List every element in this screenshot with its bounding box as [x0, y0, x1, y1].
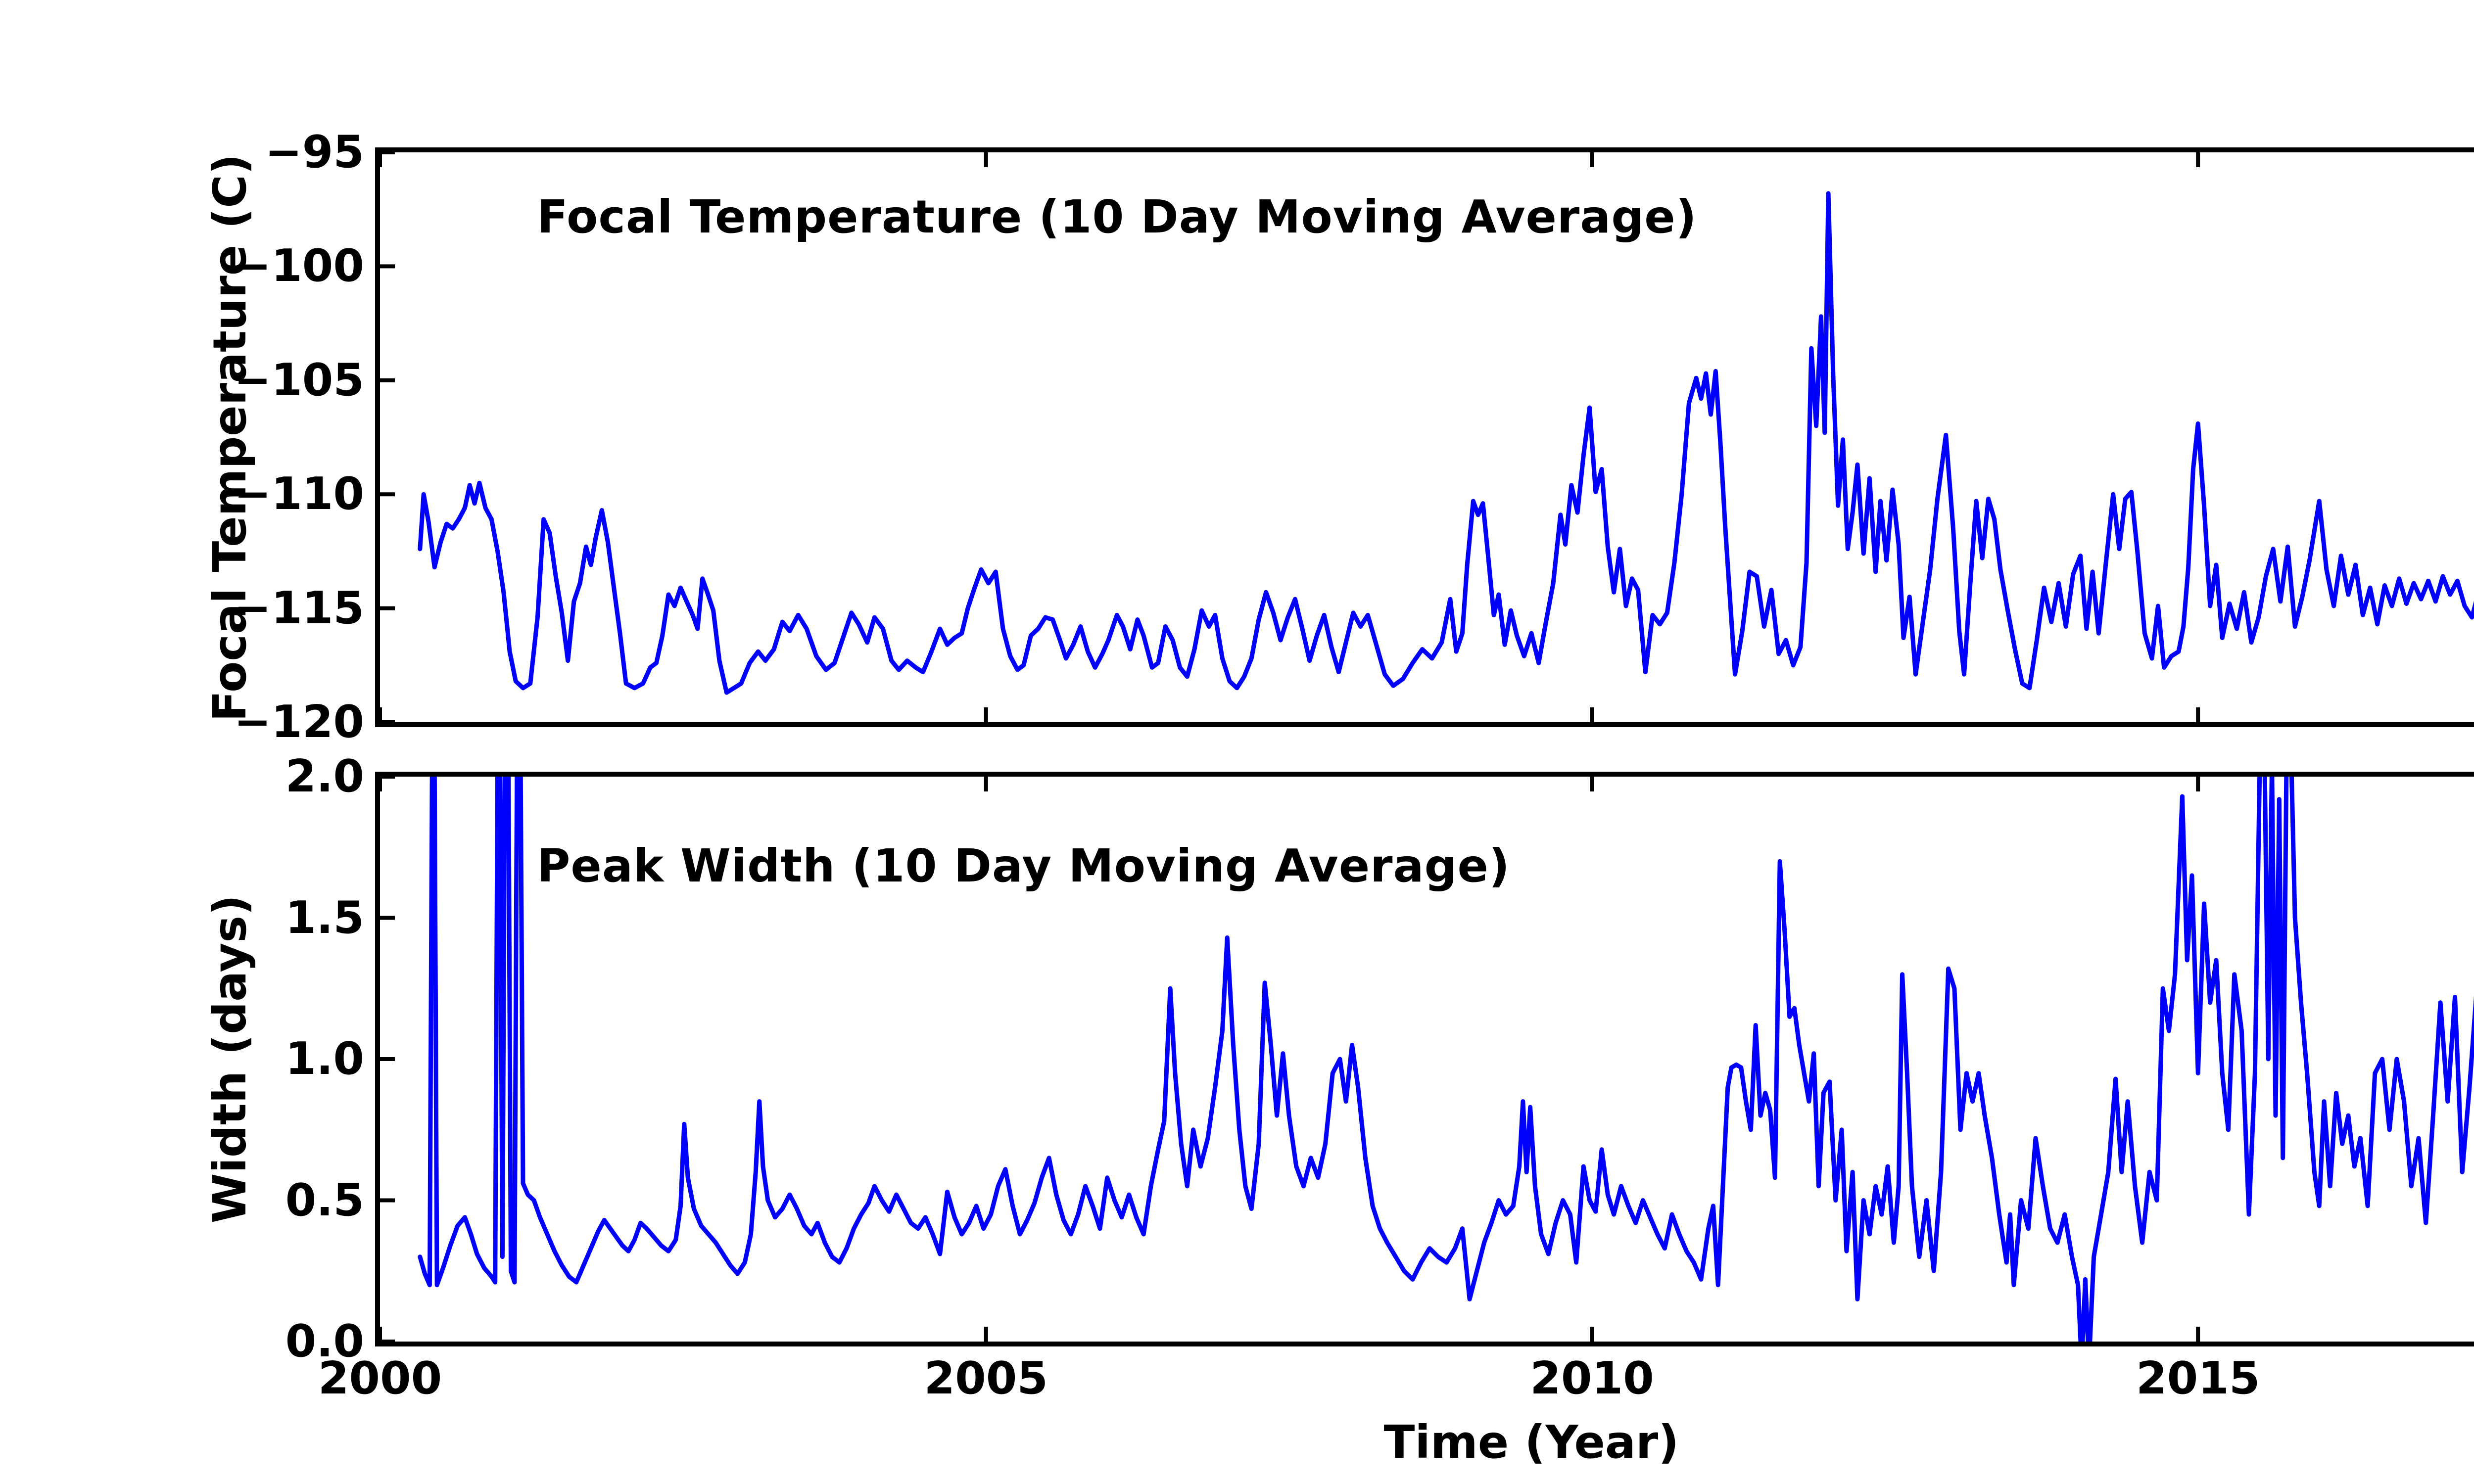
x-tick-label: 2000: [318, 1352, 442, 1404]
y-tick-label: −95: [265, 126, 364, 178]
x-tick-label: 2005: [924, 1352, 1048, 1404]
top-plot-axes: [375, 147, 2474, 727]
plot-canvas: [380, 152, 2474, 722]
plot-canvas: [380, 777, 2474, 1342]
bottom-plot-axes: [375, 772, 2474, 1346]
y-tick-label: −115: [234, 582, 364, 634]
top-plot-title: Focal Temperature (10 Day Moving Average…: [537, 190, 1697, 243]
y-tick-label: 0.0: [285, 1315, 364, 1367]
x-axis-label: Time (Year): [1383, 1416, 1679, 1469]
x-tick-label: 2010: [1530, 1352, 1654, 1404]
y-tick-label: 1.5: [285, 891, 364, 944]
y-tick-label: 1.0: [285, 1033, 364, 1085]
y-tick-label: −100: [234, 240, 364, 292]
y-tick-label: −105: [234, 354, 364, 406]
focal-temperature-line: [418, 191, 2474, 695]
bottom-plot-title: Peak Width (10 Day Moving Average): [537, 839, 1510, 892]
y-tick-label: 2.0: [285, 750, 364, 802]
top-plot-y-axis-label: Focal Temperature (C): [203, 154, 256, 722]
x-tick-label: 2015: [2136, 1352, 2260, 1404]
y-tick-label: −120: [234, 696, 364, 748]
y-tick-label: 0.5: [285, 1174, 364, 1226]
peak-width-line: [418, 777, 2474, 1342]
y-tick-label: −110: [234, 468, 364, 520]
